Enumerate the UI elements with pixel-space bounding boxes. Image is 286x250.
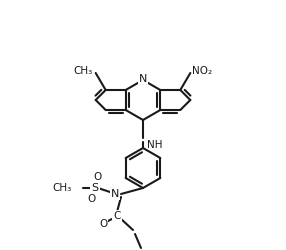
Text: C: C (113, 211, 121, 221)
Text: CH₃: CH₃ (74, 66, 93, 76)
Text: O: O (99, 219, 107, 229)
Text: S: S (92, 183, 99, 193)
Text: NH: NH (147, 140, 162, 150)
Text: CH₃: CH₃ (53, 183, 72, 193)
Text: N: N (139, 74, 147, 84)
Text: N: N (111, 189, 119, 199)
Text: O: O (94, 172, 102, 182)
Text: NO₂: NO₂ (192, 66, 212, 76)
Text: O: O (87, 194, 95, 204)
